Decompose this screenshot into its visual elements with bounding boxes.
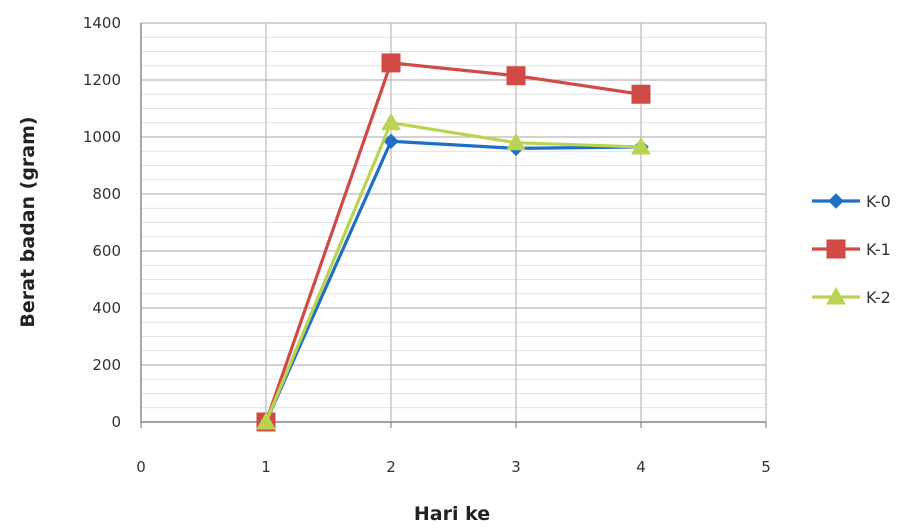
legend-label: K-1 — [866, 240, 891, 259]
axes: 0 200 400 600 800 1000 1200 1400 0 1 2 3 4 5 — [83, 14, 771, 476]
series-line — [266, 141, 641, 422]
y-tick-label: 400 — [92, 299, 121, 317]
y-tick-label: 200 — [92, 356, 121, 374]
y-tick-label: 1400 — [83, 14, 121, 32]
plot-area — [257, 54, 650, 431]
x-tick-label: 4 — [636, 458, 646, 476]
legend-item-k-1: K-1 — [812, 240, 891, 259]
series-k-1 — [257, 54, 650, 431]
x-tick-label: 0 — [136, 458, 146, 476]
series-line — [266, 123, 641, 422]
series-line — [266, 63, 641, 422]
series-k-2 — [257, 114, 650, 429]
y-tick-label: 800 — [92, 185, 121, 203]
data-point — [507, 67, 525, 85]
y-tick-label: 600 — [92, 242, 121, 260]
legend-item-k-2: K-2 — [812, 288, 891, 307]
legend-item-k-0: K-0 — [812, 192, 891, 211]
legend-label: K-0 — [866, 192, 891, 211]
legend: K-0 K-1 K-2 — [812, 192, 891, 307]
x-tick-label: 3 — [511, 458, 521, 476]
series-k-0 — [259, 134, 648, 429]
legend-marker — [827, 240, 845, 258]
data-point — [382, 114, 400, 130]
x-tick-label: 5 — [761, 458, 771, 476]
x-tick-label: 2 — [386, 458, 396, 476]
grid — [141, 23, 766, 422]
data-point — [632, 85, 650, 103]
y-tick-label: 1200 — [83, 71, 121, 89]
data-point — [382, 54, 400, 72]
y-tick-label: 1000 — [83, 128, 121, 146]
y-tick-label: 0 — [111, 413, 121, 431]
y-axis-title: Berat badan (gram) — [17, 116, 39, 327]
legend-label: K-2 — [866, 288, 891, 307]
x-axis-title: Hari ke — [414, 503, 490, 525]
legend-marker — [829, 194, 843, 208]
x-tick-label: 1 — [261, 458, 271, 476]
